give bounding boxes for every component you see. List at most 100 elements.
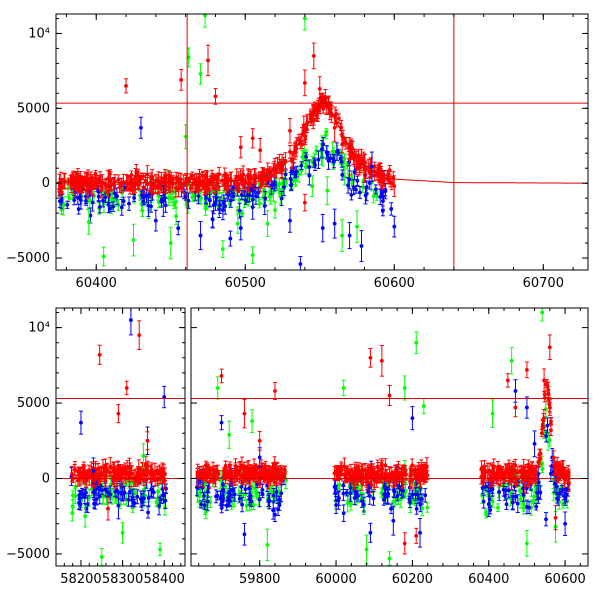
data-point xyxy=(328,153,333,163)
marker xyxy=(293,170,298,175)
data-point xyxy=(145,177,150,192)
data-point xyxy=(288,144,293,159)
marker xyxy=(304,154,308,159)
marker xyxy=(153,178,158,183)
data-point xyxy=(126,492,131,507)
marker xyxy=(288,218,292,223)
marker xyxy=(196,194,201,198)
marker xyxy=(302,200,307,205)
data-point xyxy=(228,230,233,247)
marker xyxy=(103,487,108,492)
marker xyxy=(279,196,284,201)
marker xyxy=(204,172,209,177)
marker xyxy=(142,496,146,501)
marker xyxy=(326,103,331,108)
data-point xyxy=(213,87,218,105)
marker xyxy=(130,498,135,503)
data-point xyxy=(131,223,136,257)
marker xyxy=(89,184,94,189)
data-point xyxy=(188,184,193,192)
marker xyxy=(119,183,124,188)
marker xyxy=(332,221,337,226)
data-point xyxy=(220,240,225,258)
marker xyxy=(95,497,99,501)
data-point xyxy=(217,166,222,182)
marker xyxy=(88,213,93,218)
marker xyxy=(269,183,274,188)
data-point xyxy=(239,190,244,200)
data-point xyxy=(92,498,97,509)
data-point xyxy=(212,173,217,182)
marker xyxy=(75,478,80,483)
data-point xyxy=(265,210,270,237)
marker xyxy=(143,179,148,183)
marker xyxy=(61,203,66,208)
data-point xyxy=(146,506,151,519)
data-point xyxy=(134,163,139,181)
data-point xyxy=(280,159,285,179)
marker xyxy=(111,204,116,209)
data-point xyxy=(321,137,326,152)
data-point xyxy=(287,118,292,144)
marker xyxy=(106,202,111,207)
data-point xyxy=(273,181,278,189)
marker xyxy=(101,254,106,259)
marker xyxy=(314,148,319,153)
data-point xyxy=(122,485,127,500)
marker xyxy=(90,176,95,180)
marker xyxy=(57,187,62,192)
marker xyxy=(163,498,168,503)
data-point xyxy=(364,180,369,194)
marker xyxy=(62,179,66,183)
data-point xyxy=(228,171,233,186)
data-point xyxy=(138,490,143,508)
marker xyxy=(347,233,352,238)
marker xyxy=(263,196,268,201)
marker xyxy=(104,184,109,188)
marker xyxy=(340,233,345,238)
marker xyxy=(336,116,341,121)
marker xyxy=(98,205,102,209)
marker xyxy=(208,182,212,187)
marker xyxy=(347,157,352,162)
marker xyxy=(132,501,137,506)
y-tick-label: 10⁴ xyxy=(28,26,50,41)
data-point xyxy=(112,188,117,199)
x-tick-label: 60600 xyxy=(374,276,415,291)
marker xyxy=(66,186,70,191)
data-point xyxy=(97,200,102,214)
data-point xyxy=(86,169,91,189)
marker xyxy=(141,186,146,190)
data-point xyxy=(349,189,354,201)
marker xyxy=(239,176,244,180)
data-point xyxy=(203,200,208,216)
data-point xyxy=(146,194,151,217)
bottom-plot-area xyxy=(56,308,185,566)
marker xyxy=(282,185,286,190)
marker xyxy=(65,202,70,207)
marker xyxy=(161,199,166,204)
data-point xyxy=(73,172,78,191)
marker xyxy=(235,221,240,226)
marker xyxy=(59,183,64,187)
marker xyxy=(84,199,88,203)
marker xyxy=(136,173,140,178)
top-plot-area xyxy=(56,14,588,270)
data-point xyxy=(220,200,225,221)
marker xyxy=(86,176,90,181)
data-point xyxy=(107,169,112,179)
marker xyxy=(186,55,191,60)
marker xyxy=(288,149,292,154)
data-point xyxy=(146,489,151,507)
marker xyxy=(196,182,201,187)
data-point xyxy=(275,157,280,174)
x-tick-label: 60400 xyxy=(76,276,117,291)
data-point xyxy=(316,97,321,111)
data-point xyxy=(389,202,394,216)
data-point xyxy=(273,201,278,219)
marker xyxy=(237,208,242,213)
y-tick-label: 0 xyxy=(42,176,50,191)
data-point xyxy=(307,165,312,186)
marker xyxy=(73,179,78,184)
data-point xyxy=(317,76,322,102)
